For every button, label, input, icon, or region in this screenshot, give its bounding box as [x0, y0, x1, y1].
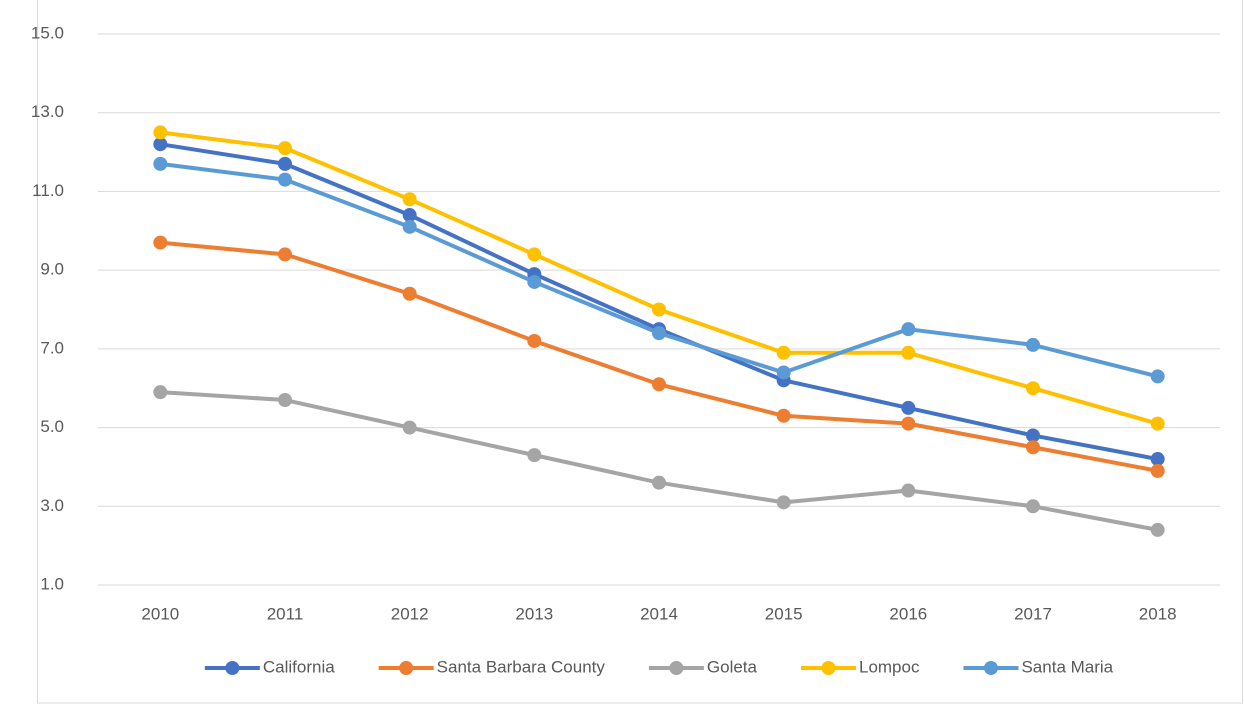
legend-label: Santa Maria	[1021, 657, 1113, 676]
data-point	[652, 302, 666, 317]
data-point	[652, 475, 666, 490]
y-tick-label: 5.0	[40, 417, 64, 436]
legend-label: Santa Barbara County	[437, 657, 606, 676]
data-point	[1026, 337, 1040, 352]
data-point	[402, 286, 417, 301]
legend-marker	[399, 661, 414, 675]
data-point	[776, 365, 791, 380]
x-tick-label: 2013	[515, 604, 553, 623]
data-point	[1026, 499, 1040, 514]
data-point	[776, 345, 791, 360]
data-point	[1150, 416, 1165, 431]
x-tick-label: 2018	[1139, 604, 1177, 623]
data-point	[153, 125, 168, 140]
y-tick-label: 1.0	[40, 574, 64, 593]
y-tick-label: 7.0	[40, 338, 64, 357]
y-tick-label: 3.0	[40, 496, 64, 515]
x-tick-label: 2015	[765, 604, 803, 623]
data-point	[278, 247, 292, 262]
data-point	[278, 141, 292, 156]
data-point	[402, 420, 417, 435]
data-point	[402, 208, 417, 223]
y-tick-label: 11.0	[32, 181, 64, 200]
data-point	[1026, 440, 1040, 455]
y-tick-label: 15.0	[31, 23, 64, 42]
data-point	[776, 495, 791, 510]
legend-label: Goleta	[707, 657, 758, 676]
data-point	[1150, 452, 1165, 467]
data-point	[278, 393, 292, 408]
legend-marker	[225, 661, 240, 675]
data-point	[153, 156, 168, 171]
x-tick-label: 2012	[391, 604, 429, 623]
x-tick-label: 2016	[889, 604, 927, 623]
legend-label: Lompoc	[859, 657, 920, 676]
x-tick-label: 2017	[1014, 604, 1052, 623]
data-point	[527, 448, 542, 463]
data-point	[1150, 522, 1165, 537]
data-point	[901, 400, 916, 415]
y-tick-label: 9.0	[40, 260, 64, 279]
data-point	[901, 483, 916, 498]
x-tick-label: 2014	[640, 604, 678, 623]
data-point	[901, 345, 916, 360]
data-point	[1150, 369, 1165, 384]
legend-marker	[669, 661, 684, 675]
data-point	[901, 416, 916, 431]
data-point	[527, 333, 542, 348]
legend-marker	[821, 661, 836, 675]
data-point	[527, 274, 542, 289]
x-tick-label: 2010	[141, 604, 179, 623]
data-point	[776, 408, 791, 423]
y-tick-label: 13.0	[31, 102, 64, 121]
data-point	[153, 235, 168, 250]
data-point	[1026, 381, 1040, 396]
legend-marker	[983, 661, 998, 675]
x-tick-label: 2011	[267, 604, 304, 623]
data-point	[1026, 428, 1040, 443]
data-point	[652, 377, 666, 392]
data-point	[278, 156, 292, 171]
data-point	[402, 219, 417, 234]
data-point	[153, 385, 168, 400]
legend-label: California	[263, 657, 335, 676]
data-point	[278, 172, 292, 187]
data-point	[1150, 463, 1165, 478]
data-point	[527, 247, 542, 262]
data-point	[402, 192, 417, 207]
data-point	[901, 322, 916, 337]
chart-border	[37, 0, 1243, 704]
data-point	[153, 137, 168, 152]
data-point	[652, 326, 666, 341]
